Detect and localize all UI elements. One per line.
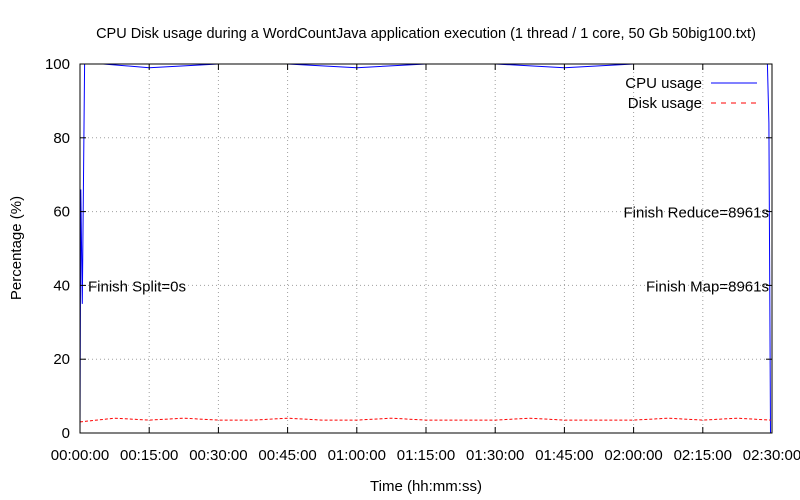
x-tick-label: 02:15:00 [674, 447, 732, 464]
x-tick-label: 01:00:00 [328, 447, 386, 464]
x-axis-label: Time (hh:mm:ss) [370, 478, 482, 495]
x-tick-label: 01:30:00 [466, 447, 524, 464]
annotation-label: Finish Split=0s [88, 278, 186, 295]
axis-ticks: 00:00:00 00:15:00 00:30:00 00:45:00 01:00:00… [45, 56, 800, 464]
x-tick-label: 02:30:00 [743, 447, 800, 464]
x-tick-label: 00:30:00 [189, 447, 247, 464]
y-axis-label: Percentage (%) [8, 196, 25, 300]
y-tick-label: 0 [62, 425, 70, 442]
chart-title: CPU Disk usage during a WordCountJava ap… [96, 26, 756, 42]
y-tick-label: 20 [53, 351, 70, 368]
annotation-label: Finish Reduce=8961s [623, 205, 769, 222]
series-layer [79, 63, 771, 434]
annotation-label: Finish Map=8961s [646, 278, 769, 295]
grid [80, 64, 772, 433]
x-tick-label: 00:15:00 [120, 447, 178, 464]
y-tick-label: 100 [45, 56, 70, 73]
legend: CPU usage Disk usage [625, 75, 757, 112]
x-tick-label: 01:15:00 [397, 447, 455, 464]
y-tick-label: 40 [53, 277, 70, 294]
annotations: Finish Split=0s Finish Map=8961s Finish Re… [88, 205, 769, 296]
x-tick-label: 00:00:00 [51, 447, 109, 464]
disk-usage-line [79, 417, 771, 423]
x-tick-label: 00:45:00 [258, 447, 316, 464]
legend-label-cpu-usage: CPU usage [625, 75, 702, 92]
cpu-usage-line [79, 63, 771, 434]
legend-label-disk-usage: Disk usage [628, 95, 702, 112]
y-tick-label: 60 [53, 204, 70, 221]
y-tick-label: 80 [53, 130, 70, 147]
x-tick-label: 02:00:00 [604, 447, 662, 464]
x-tick-label: 01:45:00 [535, 447, 593, 464]
